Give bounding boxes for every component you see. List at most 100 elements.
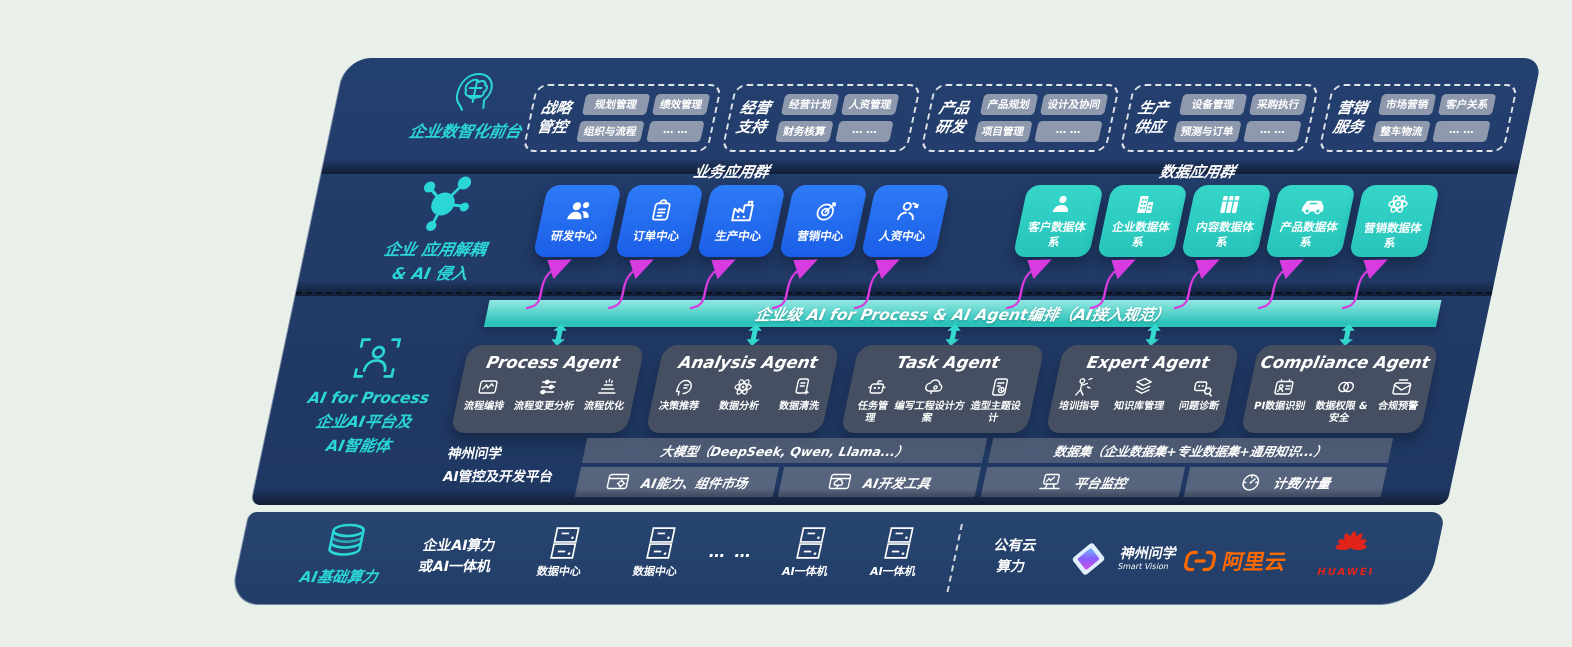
capability-chip: 经营计划 (780, 94, 840, 115)
aliyun-name: 阿里云 (1220, 550, 1289, 574)
capability-chip: 市场营销 (1377, 94, 1437, 115)
front-office-group-operation: 经营 支持 经营计划 人资管理 财务核算 … … (721, 84, 922, 152)
clipboard-icon (652, 199, 671, 221)
server-icon (884, 527, 914, 559)
enterprise-compute-label: 企业AI算力 或AI一体机 (417, 538, 497, 575)
capability-chip: … … (1432, 121, 1491, 142)
design-theme-icon (991, 378, 1008, 396)
layer-step-edge (250, 489, 1451, 505)
capability-chip: 客户关系 (1437, 94, 1497, 115)
permission-rings-icon (1337, 381, 1354, 393)
business-center-rd: 研发中心 (532, 185, 623, 257)
training-icon (1075, 377, 1093, 396)
atom-icon (1388, 195, 1408, 213)
infrastructure-band: AI基础算力 企业AI算力 或AI一体机 数据中心 数据中心 … … (228, 512, 1446, 605)
data-system-marketing: 营销数据体系 (1348, 185, 1441, 257)
group-title: 营销 服务 (1331, 99, 1370, 136)
agent-card-process: Process Agent 流程编排 流程变更分析 流程优化 (450, 345, 645, 433)
business-center-hr: 人资中心 (860, 185, 951, 257)
team-icon (567, 202, 590, 220)
hr-people-icon (897, 202, 919, 221)
bar-agent-connector (746, 324, 762, 346)
dataset-panel-cell-metering: 计费/计量 (1183, 467, 1388, 497)
business-center-marketing: 营销中心 (778, 185, 869, 257)
data-system-enterprise: 企业数据体系 (1096, 185, 1189, 257)
capability-chip: … … (646, 121, 705, 142)
platform-monitor-icon (1039, 473, 1060, 490)
group-title: 产品 研发 (933, 99, 972, 136)
capability-chip: … … (1243, 121, 1302, 142)
agent-card-expert: Expert Agent 培训指导 知识库管理 问题诊断 (1045, 345, 1240, 433)
infra-ellipsis: … … (707, 542, 755, 561)
ai-appliance-node: AI一体机 (773, 526, 844, 579)
app-layer-label-block: 企业 应用解耦 & AI 侵入 (328, 176, 551, 286)
capability-chip: 预测与订单 (1172, 121, 1242, 142)
capability-chip: 财务核算 (775, 121, 834, 142)
bar-agent-connector (1145, 324, 1161, 346)
agent-card-task: Task Agent 任务管理 编写工程设计方案 造型主题设计 (840, 345, 1045, 433)
layer-step-edge (321, 158, 1521, 174)
aliyun-logo-block: 阿里云 (1180, 546, 1289, 576)
data-system-product: 产品数据体系 (1264, 185, 1357, 257)
data-group-title: 数据应用群 (1157, 163, 1237, 181)
component-market-icon (606, 473, 630, 490)
agent-card-compliance: Compliance Agent PI数据识别 数据权限 & 安全 合规预警 (1240, 345, 1439, 433)
front-office-group-product: 产品 研发 产品规划 设计及协同 项目管理 … … (920, 84, 1121, 152)
decision-head-icon (675, 379, 692, 396)
upper-panel: 企业数智化前台 战略 管控 规划管理 绩效管理 组织与流程 … … 经营 支持 … (249, 58, 1543, 505)
capability-chip: 整车物流 (1372, 121, 1431, 142)
business-center-production: 生产中心 (696, 185, 787, 257)
architecture-diagram: 企业数智化前台 战略 管控 规划管理 绩效管理 组织与流程 … … 经营 支持 … (228, 58, 1543, 605)
bar-agent-connector (551, 324, 567, 346)
metering-gauge-icon (1242, 474, 1260, 491)
knowledge-layers-icon (1135, 377, 1152, 394)
infra-label-block: AI基础算力 (282, 522, 406, 587)
dataset-panel: 数据集（企业数据集+专业数据集+通用知识...） 平台监控 计费/计量 (980, 438, 1394, 497)
model-panel-cell-capability: AI能力、组件市场 (574, 467, 779, 497)
brain-icon (455, 73, 493, 111)
group-title: 战略 管控 (535, 99, 574, 136)
capability-chip: 人资管理 (840, 94, 900, 115)
front-office-groups: 战略 管控 规划管理 绩效管理 组织与流程 … … 经营 支持 经营计划 人资管… (522, 84, 1519, 152)
group-title: 经营 支持 (734, 99, 773, 136)
server-icon (550, 527, 580, 559)
building-icon (1137, 196, 1154, 214)
id-card-icon (1273, 379, 1294, 395)
front-office-group-supply: 生产 供应 设备管理 采购执行 预测与订单 … … (1119, 84, 1320, 152)
huawei-name: HUAWEI (1315, 567, 1376, 578)
content-library-icon (1220, 196, 1240, 214)
database-icon (328, 523, 365, 556)
server-icon (796, 527, 826, 559)
dev-platform-label: 神州问学 AI管控及开发平台 (441, 446, 555, 485)
sliders-icon (539, 379, 557, 395)
datacenter-node: 数据中心 (623, 526, 694, 579)
data-system-customer: 客户数据体系 (1012, 185, 1105, 257)
capability-chip: … … (1033, 121, 1103, 142)
huawei-logo-block: HUAWEI (1311, 530, 1387, 578)
dev-tools-icon (828, 473, 852, 490)
huawei-logo-icon (1335, 531, 1367, 551)
infra-label: AI基础算力 (298, 568, 380, 586)
dataset-panel-cell-monitor: 平台监控 (980, 467, 1185, 497)
bar-agent-connector (945, 324, 961, 346)
smartvision-name: 神州问学 (1118, 545, 1179, 562)
task-robot-icon (868, 380, 886, 394)
ai-appliance-node: AI一体机 (861, 526, 932, 579)
aliyun-logo-icon (1184, 550, 1217, 572)
molecule-icon (423, 176, 472, 231)
group-title: 生产 供应 (1132, 99, 1171, 136)
smartvision-sub: Smart Vision (1116, 562, 1170, 572)
model-panel: 大模型（DeepSeek, Qwen, Llama...） AI能力、组件市场 … (574, 438, 988, 497)
capability-chip: 产品规划 (979, 94, 1038, 115)
smartvision-logo-icon (1072, 543, 1105, 575)
target-icon (816, 202, 837, 221)
capability-chip: 绩效管理 (651, 94, 711, 115)
smartvision-logo-block: 神州问学 Smart Vision (1063, 538, 1180, 580)
dataset-panel-header: 数据集（企业数据集+专业数据集+通用知识...） (987, 438, 1394, 463)
data-clean-icon (795, 378, 810, 396)
capability-chip: 项目管理 (973, 121, 1033, 142)
factory-icon (731, 201, 754, 222)
cloud-divider (946, 524, 963, 592)
ai-platform-label: AI for Process 企业AI平台及 AI智能体 (306, 389, 432, 456)
